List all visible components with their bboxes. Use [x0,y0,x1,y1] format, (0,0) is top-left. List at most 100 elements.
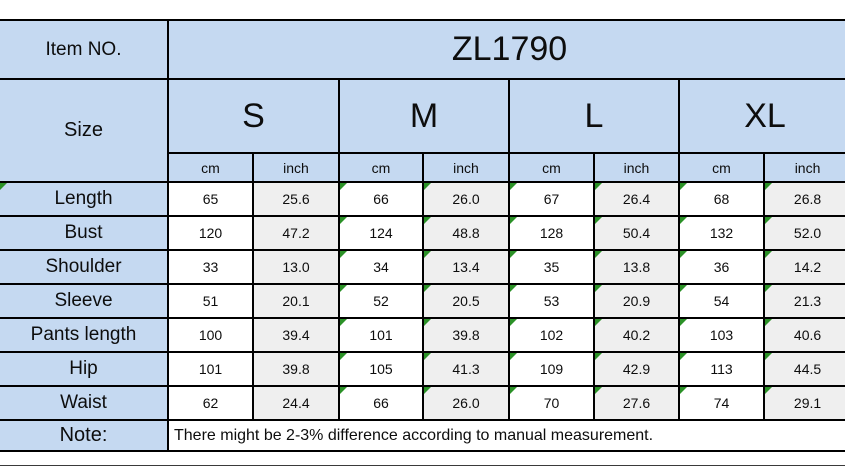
table-row: Hip 101 39.8 105 41.3 109 42.9 113 44.5 [0,351,845,387]
value-cell: 40.6 [762,317,845,353]
excel-marker-icon [341,184,347,190]
table-row: Shoulder 33 13.0 34 13.4 35 13.8 36 14.2 [0,249,845,285]
value-cell: 62 [167,385,254,421]
excel-marker-icon [596,388,602,394]
size-chart: Item NO. ZL1790 Size S M L XL cm inch cm in… [0,19,845,452]
value-cell: 40.2 [593,317,680,353]
value-cell: 68 [678,181,765,217]
excel-marker-icon [341,320,347,326]
value-cell: 66 [338,385,424,421]
value-cell: 50.4 [593,215,680,251]
excel-marker-icon [766,388,772,394]
excel-marker-icon [681,286,687,292]
measurement-label: Length [0,181,169,217]
value-cell: 26.0 [422,385,510,421]
excel-marker-icon [425,354,431,360]
item-no-value: ZL1790 [166,19,845,80]
measurement-label: Shoulder [0,249,169,285]
size-header-m: M [338,78,510,154]
excel-marker-icon [766,252,772,258]
value-cell: 70 [508,385,595,421]
table-row: Sleeve 51 20.1 52 20.5 53 20.9 54 21.3 [0,283,845,319]
excel-marker-icon [425,184,431,190]
excel-marker-icon [681,252,687,258]
value-cell: 29.1 [762,385,845,421]
excel-marker-icon [511,218,517,224]
table-row: Bust 120 47.2 124 48.8 128 50.4 132 52.0 [0,215,845,251]
value-cell: 120 [167,215,254,251]
value-cell: 54 [678,283,765,319]
value-cell: 14.2 [762,249,845,285]
value-cell: 44.5 [762,351,845,387]
excel-marker-icon [511,354,517,360]
value-cell: 52 [338,283,424,319]
excel-marker-icon [766,218,772,224]
measurement-label: Hip [0,351,169,387]
value-cell: 101 [338,317,424,353]
unit-header-cm-2: cm [338,152,424,183]
value-cell: 113 [678,351,765,387]
units-row: cm inch cm inch cm inch cm inch [0,152,845,183]
excel-marker-icon [511,388,517,394]
value-cell: 34 [338,249,424,285]
measurement-label: Sleeve [0,283,169,319]
table-row: Length 65 25.6 66 26.0 67 26.4 68 26.8 [0,181,845,217]
value-cell: 124 [338,215,424,251]
unit-header-inch-3: inch [422,152,510,183]
size-header-xl: XL [677,78,845,154]
excel-marker-icon [596,252,602,258]
value-cell: 51 [167,283,254,319]
item-no-label: Item NO. [0,19,169,80]
value-cell: 65 [167,181,254,217]
value-cell: 26.8 [762,181,845,217]
unit-header-cm-0: cm [167,152,254,183]
excel-marker-icon [681,218,687,224]
value-cell: 20.1 [252,283,340,319]
value-cell: 13.4 [422,249,510,285]
value-cell: 24.4 [252,385,340,421]
value-cell: 67 [508,181,595,217]
item-no-row: Item NO. ZL1790 [0,19,845,80]
note-row: Note: There might be 2-3% difference acc… [0,419,845,452]
excel-marker-icon [681,184,687,190]
sizes-row: Size S M L XL [0,78,845,183]
excel-marker-icon [341,286,347,292]
value-cell: 132 [678,215,765,251]
measurement-label: Waist [0,385,169,421]
unit-header-cm-4: cm [508,152,595,183]
unit-header-inch-7: inch [762,152,845,183]
note-text: There might be 2-3% difference according… [166,419,845,452]
value-cell: 66 [338,181,424,217]
value-cell: 21.3 [762,283,845,319]
excel-marker-icon [766,286,772,292]
excel-marker-icon [596,320,602,326]
value-cell: 103 [678,317,765,353]
value-cell: 36 [678,249,765,285]
value-cell: 53 [508,283,595,319]
value-cell: 33 [167,249,254,285]
excel-marker-icon [681,388,687,394]
value-cell: 26.0 [422,181,510,217]
value-cell: 105 [338,351,424,387]
excel-marker-icon [681,320,687,326]
unit-header-inch-5: inch [593,152,680,183]
value-cell: 42.9 [593,351,680,387]
excel-marker-icon [511,286,517,292]
value-cell: 39.8 [422,317,510,353]
value-cell: 109 [508,351,595,387]
value-cell: 39.8 [252,351,340,387]
unit-header-cm-6: cm [678,152,765,183]
grid-line-bottom [0,465,845,466]
value-cell: 128 [508,215,595,251]
value-cell: 39.4 [252,317,340,353]
value-cell: 27.6 [593,385,680,421]
note-label: Note: [0,419,169,452]
value-cell: 48.8 [422,215,510,251]
excel-marker-icon [1,184,7,190]
value-cell: 13.8 [593,249,680,285]
value-cell: 20.9 [593,283,680,319]
excel-marker-icon [596,184,602,190]
excel-marker-icon [511,184,517,190]
value-cell: 41.3 [422,351,510,387]
excel-marker-icon [596,286,602,292]
